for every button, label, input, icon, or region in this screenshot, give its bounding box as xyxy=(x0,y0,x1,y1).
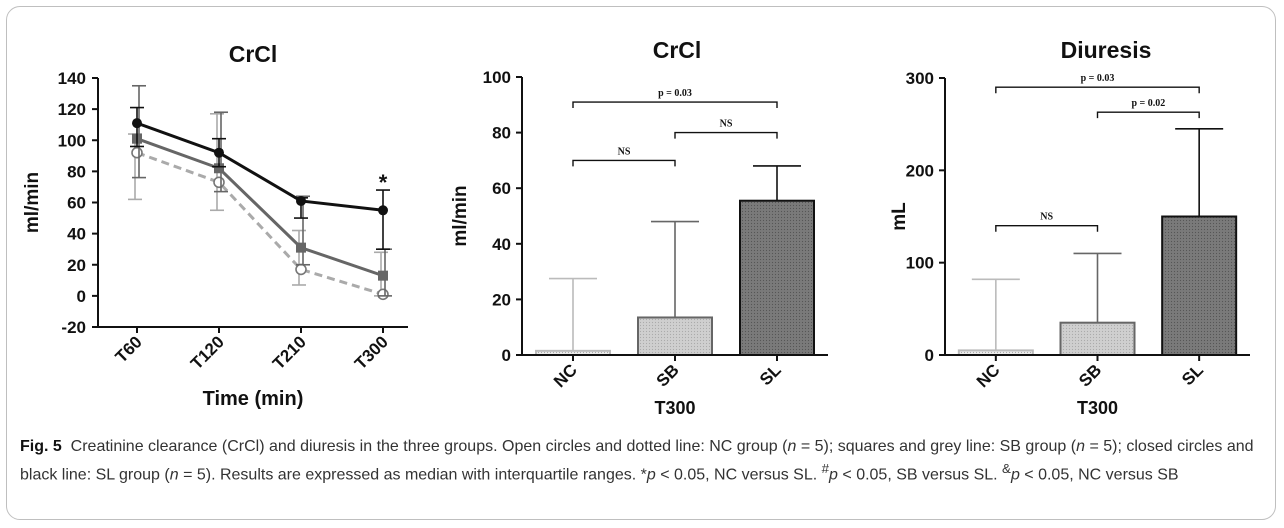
y-axis-label: mL xyxy=(889,202,910,231)
chart-title: Diuresis xyxy=(1061,37,1152,63)
y-tick-label: 20 xyxy=(67,256,86,275)
y-tick-label: 60 xyxy=(492,179,511,198)
y-tick-label: 60 xyxy=(67,194,86,213)
data-point xyxy=(213,176,225,189)
caption-text: < 0.05, SB versus SL. xyxy=(837,466,1003,484)
x-tick-label: SB xyxy=(653,360,683,390)
y-tick-label: 100 xyxy=(483,68,511,87)
caption-text: = 5); squares and grey line: SB group ( xyxy=(796,438,1077,455)
y-tick-label: 0 xyxy=(925,346,934,365)
figure-frame xyxy=(6,6,1276,520)
series-square xyxy=(132,84,392,297)
data-point xyxy=(377,288,389,301)
x-axis-label: T300 xyxy=(654,398,695,418)
data-point xyxy=(132,118,142,129)
caption-sup: & xyxy=(1002,461,1011,476)
x-tick-label: SB xyxy=(1075,360,1105,390)
data-point xyxy=(378,270,388,281)
caption-p: p xyxy=(1010,466,1020,484)
bracket-label: NS xyxy=(720,119,733,130)
chart-title: CrCl xyxy=(653,37,702,63)
x-axis-label: Time (min) xyxy=(203,388,304,410)
significance-annotation: * xyxy=(379,170,388,195)
x-tick-label: SL xyxy=(756,360,785,389)
bar-sl xyxy=(739,199,815,356)
figure-charts: CrCl -20 0 20 40 60 80 100 120 140 ml/min T60 T120 T2… xyxy=(22,37,1250,418)
significance-bracket xyxy=(572,101,778,109)
data-point xyxy=(296,195,306,206)
significance-bracket xyxy=(674,131,778,139)
caption-text: Creatinine clearance (CrCl) and diuresis… xyxy=(70,438,788,455)
crcl-bar-panel: CrCl 0 20 40 60 80 100 ml/min NC SB SL T300 NS NS p = … xyxy=(450,37,828,418)
y-axis-label: ml/min xyxy=(22,172,43,233)
data-point xyxy=(295,263,307,276)
y-tick-label: 20 xyxy=(492,290,511,309)
data-point xyxy=(131,146,143,159)
data-point xyxy=(296,242,306,253)
bracket-label: p = 0.03 xyxy=(1081,73,1115,84)
significance-bracket xyxy=(995,225,1099,232)
x-tick-label: T120 xyxy=(187,332,228,373)
y-tick-label: 0 xyxy=(502,346,511,365)
caption-sup: # xyxy=(821,461,830,476)
caption-text: = 5); closed circles and black line: SL … xyxy=(20,438,1254,484)
x-axis-label: T300 xyxy=(1077,398,1118,418)
bar-sl xyxy=(1161,215,1238,356)
bar-sb xyxy=(637,316,713,356)
significance-bracket xyxy=(995,86,1200,94)
bracket-label: NS xyxy=(1040,212,1053,223)
significance-bracket xyxy=(572,159,676,167)
y-tick-label: 100 xyxy=(58,131,86,150)
chart-title: CrCl xyxy=(229,41,278,67)
x-tick-label: NC xyxy=(973,360,1004,391)
caption-text: < 0.05, NC versus SL. xyxy=(655,466,822,484)
caption-n: n xyxy=(1076,438,1086,455)
y-tick-label: 80 xyxy=(492,124,511,143)
caption-p: p xyxy=(646,466,656,484)
y-tick-label: 0 xyxy=(77,287,86,306)
caption-n: n xyxy=(169,466,179,484)
x-tick-label: NC xyxy=(550,360,581,391)
caption-label: Fig. 5 xyxy=(20,438,62,455)
data-point xyxy=(214,147,224,158)
y-tick-label: 140 xyxy=(58,69,86,88)
bracket-label: p = 0.03 xyxy=(658,88,692,99)
caption-n: n xyxy=(787,438,797,455)
y-tick-label: 40 xyxy=(67,225,86,244)
caption-p: p xyxy=(829,466,838,484)
series-line xyxy=(136,121,384,212)
y-tick-label: 100 xyxy=(906,254,934,273)
bracket-label: NS xyxy=(618,146,631,157)
y-tick-label: -20 xyxy=(61,318,86,337)
y-axis-label: ml/min xyxy=(450,185,471,246)
series-line xyxy=(136,151,384,296)
x-tick-label: SL xyxy=(1178,360,1207,389)
y-tick-label: 120 xyxy=(58,100,86,119)
data-point xyxy=(214,163,224,174)
y-tick-label: 80 xyxy=(67,162,86,181)
x-tick-label: T210 xyxy=(269,332,310,373)
y-tick-label: 40 xyxy=(492,235,511,254)
significance-bracket xyxy=(1096,111,1200,119)
x-tick-label: T300 xyxy=(351,332,392,373)
caption-text: < 0.05, NC versus SB xyxy=(1019,466,1179,484)
series-closed-circle xyxy=(130,106,390,250)
line-chart-panel: CrCl -20 0 20 40 60 80 100 120 140 ml/min T60 T120 T2… xyxy=(22,41,408,410)
y-tick-label: 300 xyxy=(906,69,934,88)
data-point xyxy=(378,205,388,216)
bracket-label: p = 0.02 xyxy=(1131,98,1165,109)
y-tick-label: 200 xyxy=(906,161,934,180)
x-tick-label: T60 xyxy=(112,332,146,366)
bar-sb xyxy=(1059,321,1136,356)
figure-caption: Fig. 5 Creatinine clearance (CrCl) and d… xyxy=(20,436,1270,486)
diuresis-bar-panel: Diuresis 0 100 200 300 mL NC SB SL T300 NS p = 0.02… xyxy=(889,37,1250,418)
caption-text: = 5). Results are expressed as median wi… xyxy=(178,466,647,484)
series-line xyxy=(136,137,384,278)
